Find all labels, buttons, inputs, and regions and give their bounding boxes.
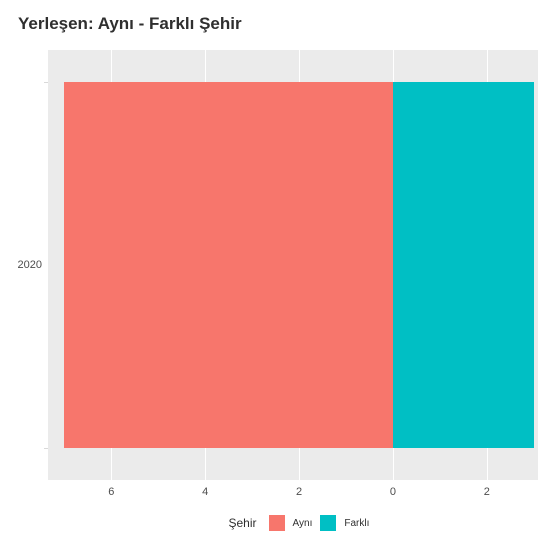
x-tick-label: 2: [296, 486, 302, 498]
legend-swatch: [269, 515, 285, 531]
chart-title: Yerleşen: Aynı - Farklı Şehir: [18, 14, 242, 34]
chart-container: Yerleşen: Aynı - Farklı Şehir Şehir Aynı…: [0, 0, 550, 550]
bar-farklı: [393, 82, 534, 448]
legend-label: Farklı: [344, 518, 369, 529]
legend: Şehir Aynı Farklı: [229, 515, 370, 531]
legend-label: Aynı: [293, 518, 313, 529]
y-tick-minor: [44, 448, 48, 449]
x-tick-label: 4: [202, 486, 208, 498]
legend-swatch: [320, 515, 336, 531]
y-tick-label: 2020: [18, 259, 42, 271]
y-tick-minor: [44, 82, 48, 83]
x-tick-label: 6: [108, 486, 114, 498]
plot-area: [48, 50, 538, 480]
x-tick-label: 0: [390, 486, 396, 498]
legend-title: Şehir: [229, 516, 257, 530]
bar-aynı: [64, 82, 393, 448]
x-tick-label: 2: [484, 486, 490, 498]
